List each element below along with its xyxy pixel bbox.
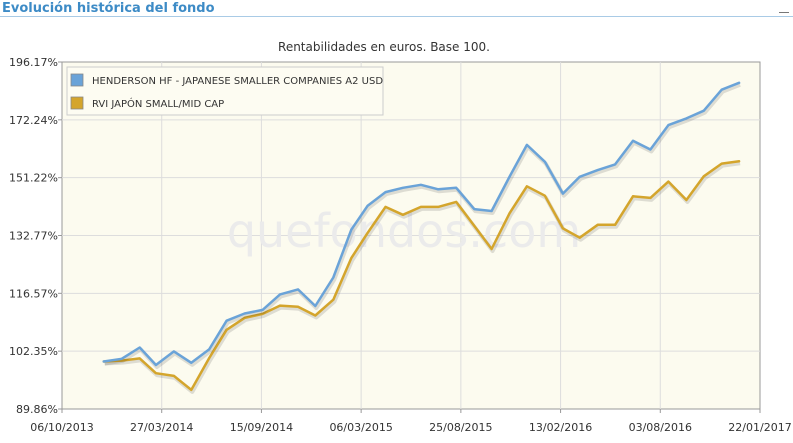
y-tick-label: 89.86%	[16, 403, 58, 416]
y-tick-label: 151.22%	[9, 172, 58, 185]
series-line-shadow	[104, 82, 741, 369]
legend: HENDERSON HF - JAPANESE SMALLER COMPANIE…	[66, 66, 384, 116]
series-line-shadow	[104, 161, 741, 394]
x-tick-label: 22/01/2017	[728, 421, 791, 434]
x-tick-label: 03/08/2016	[629, 421, 692, 434]
y-tick-label: 132.77%	[9, 229, 58, 242]
corner-mark	[779, 12, 789, 13]
x-tick-label: 27/03/2014	[130, 421, 193, 434]
series-layer	[102, 81, 741, 394]
legend-swatch	[70, 96, 84, 110]
grid	[62, 62, 760, 409]
title-divider	[0, 16, 793, 17]
legend-box	[66, 66, 384, 116]
legend-label: HENDERSON HF - JAPANESE SMALLER COMPANIE…	[92, 76, 383, 87]
y-tick-label: 116.57%	[9, 287, 58, 300]
x-tick-label: 25/08/2015	[429, 421, 492, 434]
y-axis-ticks: 89.86% 102.35% 116.57% 132.77% 151.22% 172.24…	[9, 56, 62, 416]
series-line	[102, 160, 741, 392]
section-title: Evolución histórica del fondo	[2, 1, 215, 16]
chart-title: Rentabilidades en euros. Base 100.	[278, 40, 490, 54]
y-tick-label: 172.24%	[9, 114, 58, 127]
x-tick-label: 06/10/2013	[30, 421, 93, 434]
y-tick-label: 196.17%	[9, 56, 58, 69]
x-tick-label: 13/02/2016	[529, 421, 592, 434]
x-tick-label: 06/03/2015	[329, 421, 392, 434]
legend-label: RVI JAPÓN SMALL/MID CAP	[92, 97, 224, 110]
watermark-text: quefondos.com	[227, 204, 581, 258]
x-tick-label: 15/09/2014	[230, 421, 293, 434]
series-line	[102, 81, 741, 367]
x-axis-ticks: 06/10/2013 27/03/2014 15/09/2014 06/03/2015…	[30, 409, 792, 434]
legend-swatch	[70, 73, 84, 87]
y-tick-label: 102.35%	[9, 345, 58, 358]
